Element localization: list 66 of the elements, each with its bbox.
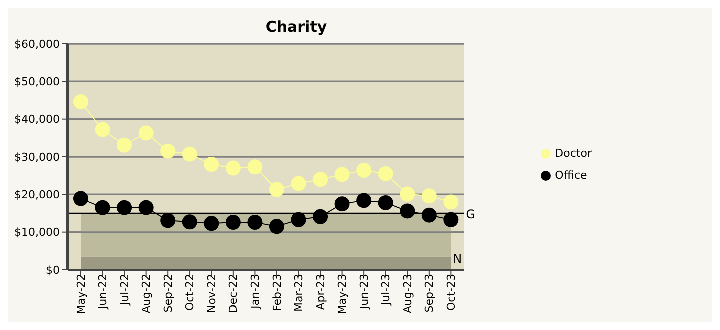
x-tick-label: Sep-23 [423,274,436,313]
x-tick-label: May-23 [336,274,350,315]
y-tick-label: $10,000 [14,226,60,240]
point [138,126,154,141]
x-tick-label: May-22 [74,274,88,315]
point [444,212,459,228]
point [74,191,88,206]
x-tick-label: Jan-23 [249,274,262,310]
point [182,214,198,230]
x-tick-label: Oct-23 [444,274,458,311]
legend-label: Office [555,169,588,182]
x-tick-label: Aug-22 [140,274,154,314]
y-tick-label: $40,000 [14,113,60,126]
point [400,204,416,219]
point [356,193,372,208]
point [95,122,110,138]
legend-label: Doctor [555,147,592,160]
point [204,157,220,172]
point [291,212,306,228]
y-tick-label: $50,000 [14,76,60,89]
y-tick-label: $0 [46,264,60,277]
point [378,166,394,182]
point [248,160,263,175]
point [422,208,437,223]
point [422,188,437,204]
x-tick-label: Aug-23 [401,274,414,314]
point [182,146,198,162]
point [74,94,88,110]
point [269,219,284,234]
band-label: N [453,252,462,266]
point [269,182,284,198]
point [226,215,241,230]
x-tick-label: Apr-23 [314,274,328,310]
point [291,176,306,192]
y-tick-label: $30,000 [14,150,60,164]
point [160,144,176,159]
point [248,215,263,230]
point [226,160,241,176]
point [160,213,176,228]
x-tick-label: Dec-22 [227,274,240,314]
point [400,186,416,202]
point [313,172,328,188]
point [117,138,132,153]
x-tick-label: Nov-22 [205,274,218,314]
point [138,200,154,216]
y-tick-label: $20,000 [14,188,60,202]
point [334,196,350,212]
x-tick-label: Sep-22 [162,274,175,313]
chart-title: Charity [264,18,328,36]
x-tick-label: Jul-23 [380,274,393,306]
point [356,163,372,178]
point [378,195,394,210]
x-tick-label: Feb-23 [270,274,284,312]
point [313,209,328,224]
point [334,167,350,182]
point [117,200,132,216]
x-tick-label: Oct-22 [184,274,197,311]
point [95,200,110,216]
point [444,194,459,210]
point [204,216,220,232]
x-tick-label: Jun-23 [358,274,371,310]
ref-line-label: G [466,208,476,222]
x-tick-label: Jun-22 [96,274,110,310]
x-tick-label: Jul-22 [118,274,132,306]
y-tick-label: $60,000 [14,38,60,51]
x-tick-label: Mar-23 [292,274,306,312]
